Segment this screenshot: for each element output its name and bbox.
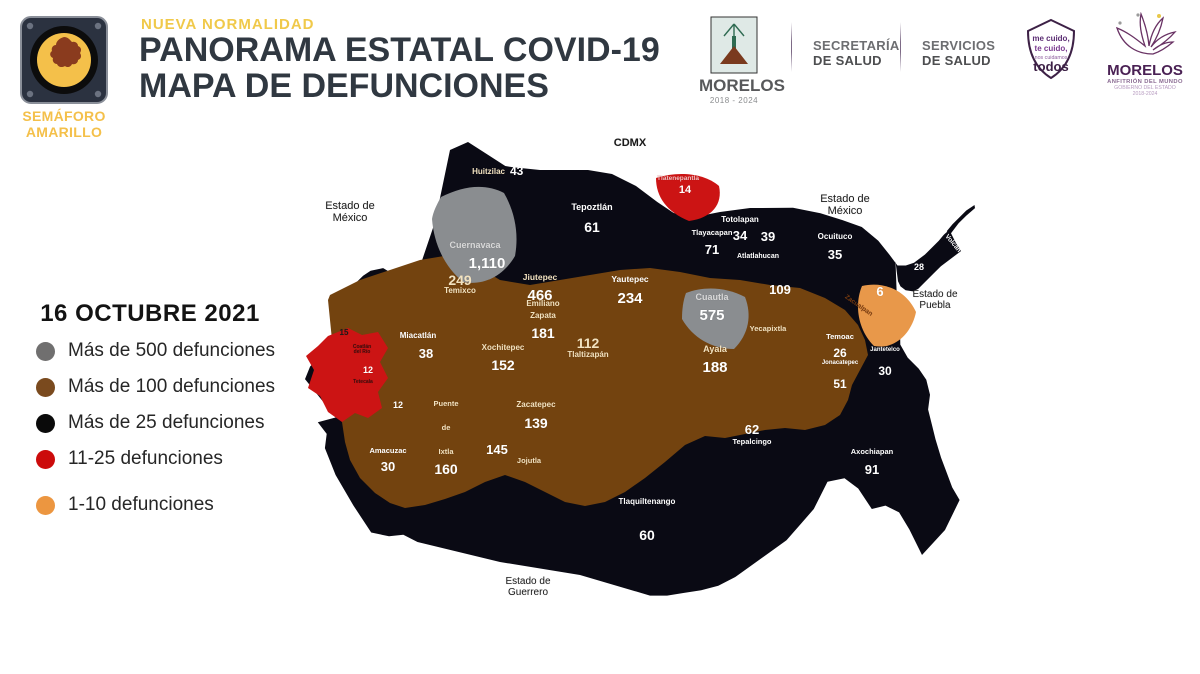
svg-text:me cuido,: me cuido, xyxy=(1032,34,1069,43)
svg-text:todos: todos xyxy=(1033,59,1068,74)
svg-text:te cuido,: te cuido, xyxy=(1035,44,1068,53)
